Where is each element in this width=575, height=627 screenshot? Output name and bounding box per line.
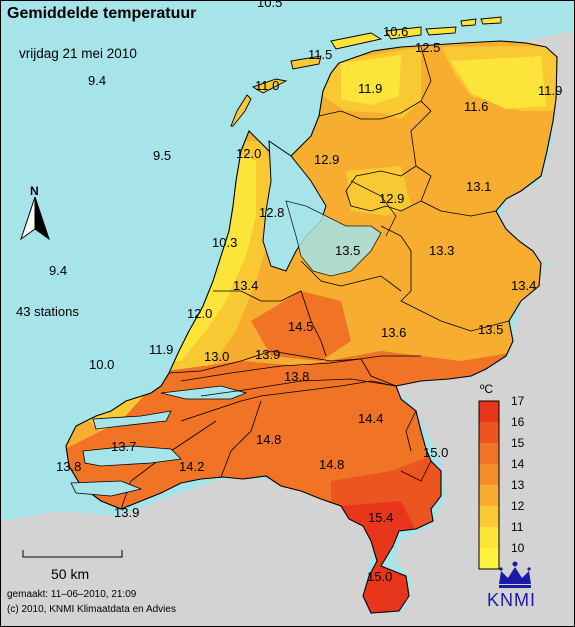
station-value: 10.3: [212, 235, 238, 250]
station-value: 15.0: [423, 445, 449, 460]
station-value: 13.4: [233, 278, 259, 293]
station-value: 13.7: [111, 439, 137, 454]
north-arrow-icon: [20, 196, 50, 241]
legend-swatch: [479, 485, 499, 506]
station-value: 14.4: [358, 411, 384, 426]
legend-tick: 13: [511, 478, 525, 492]
legend-border: [478, 400, 500, 570]
scale-label: 50 km: [51, 566, 90, 582]
station-value: 11.5: [308, 47, 333, 62]
station-value: 15.0: [367, 569, 393, 584]
legend-tick: 12: [511, 499, 525, 513]
legend-tick: 11: [511, 520, 524, 534]
station-value: 11.9: [538, 83, 563, 98]
station-value: 13.8: [284, 369, 310, 384]
station-value: 12.0: [187, 306, 213, 321]
station-value: 10.5: [257, 0, 283, 10]
station-value: 11.6: [464, 99, 489, 114]
station-value: 13.4: [511, 278, 537, 293]
legend-tick: 17: [511, 394, 525, 408]
station-value: 15.4: [368, 510, 394, 525]
station-value: 9.4: [88, 73, 107, 88]
station-value: 13.8: [56, 459, 82, 474]
legend-swatch: [479, 401, 499, 422]
station-value: 13.1: [466, 179, 492, 194]
legend-tick: 10: [511, 541, 525, 555]
legend-unit: ºC: [480, 382, 494, 396]
map-title: Gemiddelde temperatuur: [7, 5, 197, 22]
station-value: 11.9: [149, 342, 174, 357]
station-value: 11.9: [358, 81, 383, 96]
legend-colorbar: [478, 400, 500, 570]
station-value: 12.0: [236, 146, 262, 161]
station-value: 10.6: [383, 24, 409, 39]
legend-tick: 16: [511, 415, 525, 429]
legend-swatch: [479, 464, 499, 485]
station-value: 11.0: [255, 78, 280, 93]
made-timestamp: gemaakt: 11–06–2010, 21:09: [7, 589, 137, 600]
station-value: 12.5: [415, 40, 441, 55]
legend-swatch: [479, 443, 499, 464]
station-value: 12.8: [259, 205, 285, 220]
knmi-crown-icon: [499, 561, 531, 588]
station-value: 14.8: [256, 432, 282, 447]
knmi-logo: KNMI: [487, 590, 536, 610]
station-value: 10.0: [89, 357, 115, 372]
station-value: 13.0: [204, 349, 230, 364]
station-value: 12.9: [379, 191, 405, 206]
legend-tick: 14: [511, 457, 525, 471]
station-value: 9.5: [153, 148, 172, 163]
station-value: 13.5: [335, 243, 361, 258]
station-value: 13.9: [255, 347, 281, 362]
scale-bar: [22, 550, 123, 558]
station-value: 12.9: [314, 152, 340, 167]
legend-swatch: [479, 548, 499, 569]
stations-count: 43 stations: [16, 304, 79, 319]
north-label: N: [30, 184, 39, 198]
station-value: 14.2: [179, 459, 205, 474]
copyright-text: (c) 2010, KNMI Klimaatdata en Advies: [7, 604, 176, 615]
station-value: 14.8: [319, 457, 345, 472]
map-subtitle: vrijdag 21 mei 2010: [19, 46, 137, 61]
station-value: 13.6: [381, 325, 407, 340]
station-value: 14.5: [288, 319, 314, 334]
station-value: 13.9: [114, 505, 140, 520]
legend-swatch: [479, 527, 499, 548]
legend-tick: 15: [511, 436, 525, 450]
station-value: 13.5: [478, 322, 504, 337]
station-value: 9.4: [49, 263, 68, 278]
station-value: 13.3: [429, 243, 455, 258]
legend-swatch: [479, 506, 499, 527]
legend-swatch: [479, 422, 499, 443]
